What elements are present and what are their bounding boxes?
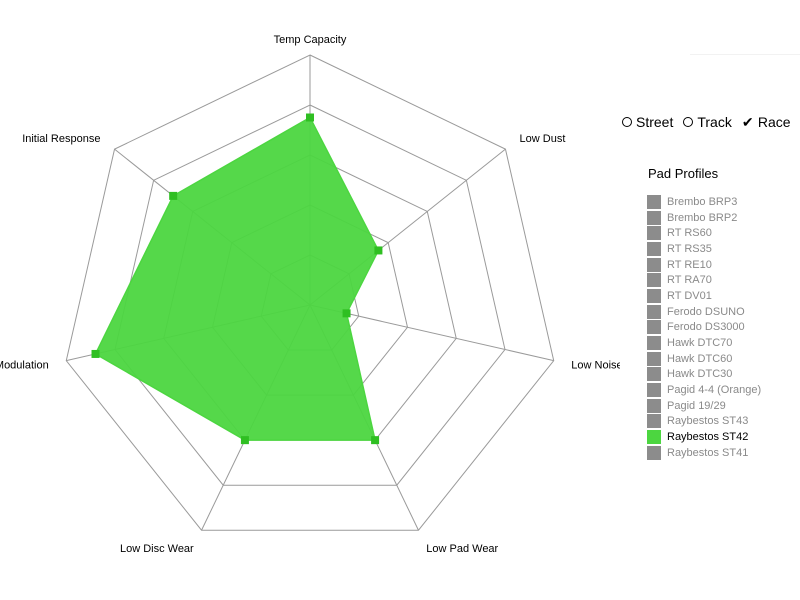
grid-spoke [309,304,554,362]
checkmark-icon: ✔ [741,114,754,130]
grid-ring [65,54,555,531]
pad-profile-label: Raybestos ST42 [667,431,749,444]
pad-profile-item[interactable]: Raybestos ST41 [647,445,761,461]
data-point [169,191,178,200]
pad-profile-item[interactable]: Pagid 19/29 [647,398,761,414]
pad-profile-item[interactable]: Hawk DTC30 [647,367,761,383]
pad-profile-label: Brembo BRP2 [667,211,738,224]
pad-profile-item[interactable]: RT RS35 [647,241,761,257]
pad-profile-item[interactable]: Hawk DTC60 [647,351,761,367]
pad-profiles-title: Pad Profiles [648,166,719,181]
axis-label: Modulation [0,360,49,372]
pad-profile-label: RT RS60 [667,227,712,240]
color-swatch [647,320,661,335]
axis-label: Temp Capacity [274,34,347,46]
mode-race[interactable]: ✔ Race [742,114,791,130]
color-swatch [647,445,661,460]
color-swatch [647,304,661,319]
pad-profile-item[interactable]: Brembo BRP3 [647,194,761,210]
pad-profiles-list: Brembo BRP3 Brembo BRP2 RT RS60 RT RS35 RT R… [647,194,761,461]
pad-profile-label: RT DV01 [667,289,712,302]
pad-profile-item[interactable]: Ferodo DSUNO [647,304,761,320]
data-point [371,436,380,445]
pad-profile-label: Hawk DTC70 [667,337,733,350]
color-swatch [647,194,661,209]
axis-label: Low Noise [571,360,620,372]
pad-profile-item[interactable]: RT RS60 [647,225,761,241]
axis-label: Initial Response [22,133,100,145]
mode-street[interactable]: Street [622,114,673,130]
axis-label: Low Dust [520,133,566,145]
mode-race-label: Race [757,114,791,130]
axis-label: Low Pad Wear [426,543,498,555]
data-point [91,349,100,358]
color-swatch [647,241,661,256]
color-swatch [647,257,661,272]
pad-profile-label: Ferodo DS3000 [667,321,745,334]
pad-profile-label: Pagid 4-4 (Orange) [667,384,762,397]
series-area [94,116,380,441]
pad-profile-label: Ferodo DSUNO [667,305,745,318]
pad-profile-item[interactable]: RT RE10 [647,257,761,273]
pad-profile-label: RT RS35 [667,242,712,255]
pad-profile-item[interactable]: Raybestos ST42 [647,429,761,445]
radio-icon [683,117,694,127]
pad-profile-label: Hawk DTC30 [667,368,733,381]
data-point [342,309,351,318]
color-swatch [647,336,661,351]
color-swatch [647,383,661,398]
pad-profile-item[interactable]: Hawk DTC70 [647,335,761,351]
pad-profiles-panel: Pad Profiles Brembo BRP3 Brembo BRP2 RT RS… [647,166,761,461]
mode-selector: Street Track ✔ Race [622,114,791,130]
radar-chart: Temp Capacity Low Dust Low Noise Low Pad We… [0,34,620,555]
color-swatch [647,273,661,288]
radio-icon [622,117,632,127]
data-point [374,246,383,255]
color-swatch [647,414,661,429]
color-swatch [647,210,661,225]
axis-label: Low Disc Wear [120,543,194,555]
color-swatch [647,430,661,445]
pad-profile-label: Raybestos ST43 [667,415,749,428]
color-swatch [647,367,661,382]
pad-profile-item[interactable]: RT RA70 [647,272,761,288]
pad-profile-item[interactable]: Raybestos ST43 [647,414,761,430]
color-swatch [647,398,661,413]
data-point [240,436,249,445]
color-swatch [647,288,661,303]
pad-profile-label: RT RE10 [667,258,712,271]
pad-profile-label: Pagid 19/29 [667,399,726,412]
mode-track-label: Track [697,114,732,130]
divider [690,54,800,55]
pad-profile-label: RT RA70 [667,274,712,287]
color-swatch [647,226,661,241]
mode-track[interactable]: Track [683,114,732,130]
grid-ring [114,104,506,486]
pad-profile-label: Raybestos ST41 [667,446,749,459]
pad-profile-item[interactable]: Pagid 4-4 (Orange) [647,382,761,398]
mode-street-label: Street [636,114,674,130]
pad-profile-item[interactable]: RT DV01 [647,288,761,304]
pad-profile-item[interactable]: Ferodo DS3000 [647,320,761,336]
pad-profile-label: Brembo BRP3 [667,195,738,208]
pad-profile-label: Hawk DTC60 [667,352,733,365]
color-swatch [647,351,661,366]
data-point [306,113,314,122]
pad-profile-item[interactable]: Brembo BRP2 [647,210,761,226]
